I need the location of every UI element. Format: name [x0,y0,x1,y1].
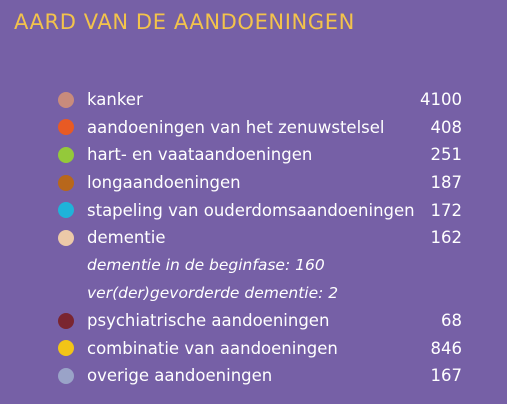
legend-row-kanker: kanker 4100 [58,86,462,114]
legend-label: psychiatrische aandoeningen [87,311,330,331]
legend-count: 846 [430,338,463,358]
legend-count: 4100 [420,90,462,110]
color-dot-icon [58,367,74,384]
dementia-subnote-early: dementie in de beginfase: 160 [87,256,325,275]
legend-row-dementie: dementie 162 [58,224,462,252]
legend-row-combinatie: combinatie van aandoeningen 846 [58,334,462,362]
dementia-subnote-advanced: ver(der)gevorderde dementie: 2 [87,283,339,302]
legend-count: 172 [430,200,463,220]
legend-label: longaandoeningen [87,173,241,193]
legend-row-long: longaandoeningen 187 [58,169,462,197]
legend-label: stapeling van ouderdomsaandoeningen [87,200,415,220]
color-dot-icon [58,91,74,108]
color-dot-icon [58,229,74,246]
legend-count: 187 [430,173,463,193]
color-dot-icon [58,202,74,219]
legend-label: aandoeningen van het zenuwstelsel [87,117,385,137]
legend-label: kanker [87,90,143,110]
legend-row-ouderdom: stapeling van ouderdomsaandoeningen 172 [58,196,462,224]
legend-row-overige: overige aandoeningen 167 [58,362,462,390]
condition-legend: kanker 4100 aandoeningen van het zenuwst… [58,86,462,390]
color-dot-icon [58,340,74,357]
legend-count: 162 [430,228,463,248]
legend-label: hart- en vaataandoeningen [87,145,313,165]
legend-row-hart-vaat: hart- en vaataandoeningen 251 [58,141,462,169]
color-dot-icon [58,146,74,163]
legend-row-zenuwstelsel: aandoeningen van het zenuwstelsel 408 [58,114,462,142]
legend-row-psychiatrisch: psychiatrische aandoeningen 68 [58,307,462,335]
legend-count: 251 [430,145,463,165]
legend-count: 68 [441,311,462,331]
page-title: AARD VAN DE AANDOENINGEN [14,10,355,34]
legend-label: combinatie van aandoeningen [87,338,338,358]
legend-label: dementie [87,228,166,248]
color-dot-icon [58,174,74,191]
legend-count: 167 [430,366,463,386]
color-dot-icon [58,312,74,329]
legend-label: overige aandoeningen [87,366,273,386]
color-dot-icon [58,119,74,136]
legend-count: 408 [430,117,463,137]
